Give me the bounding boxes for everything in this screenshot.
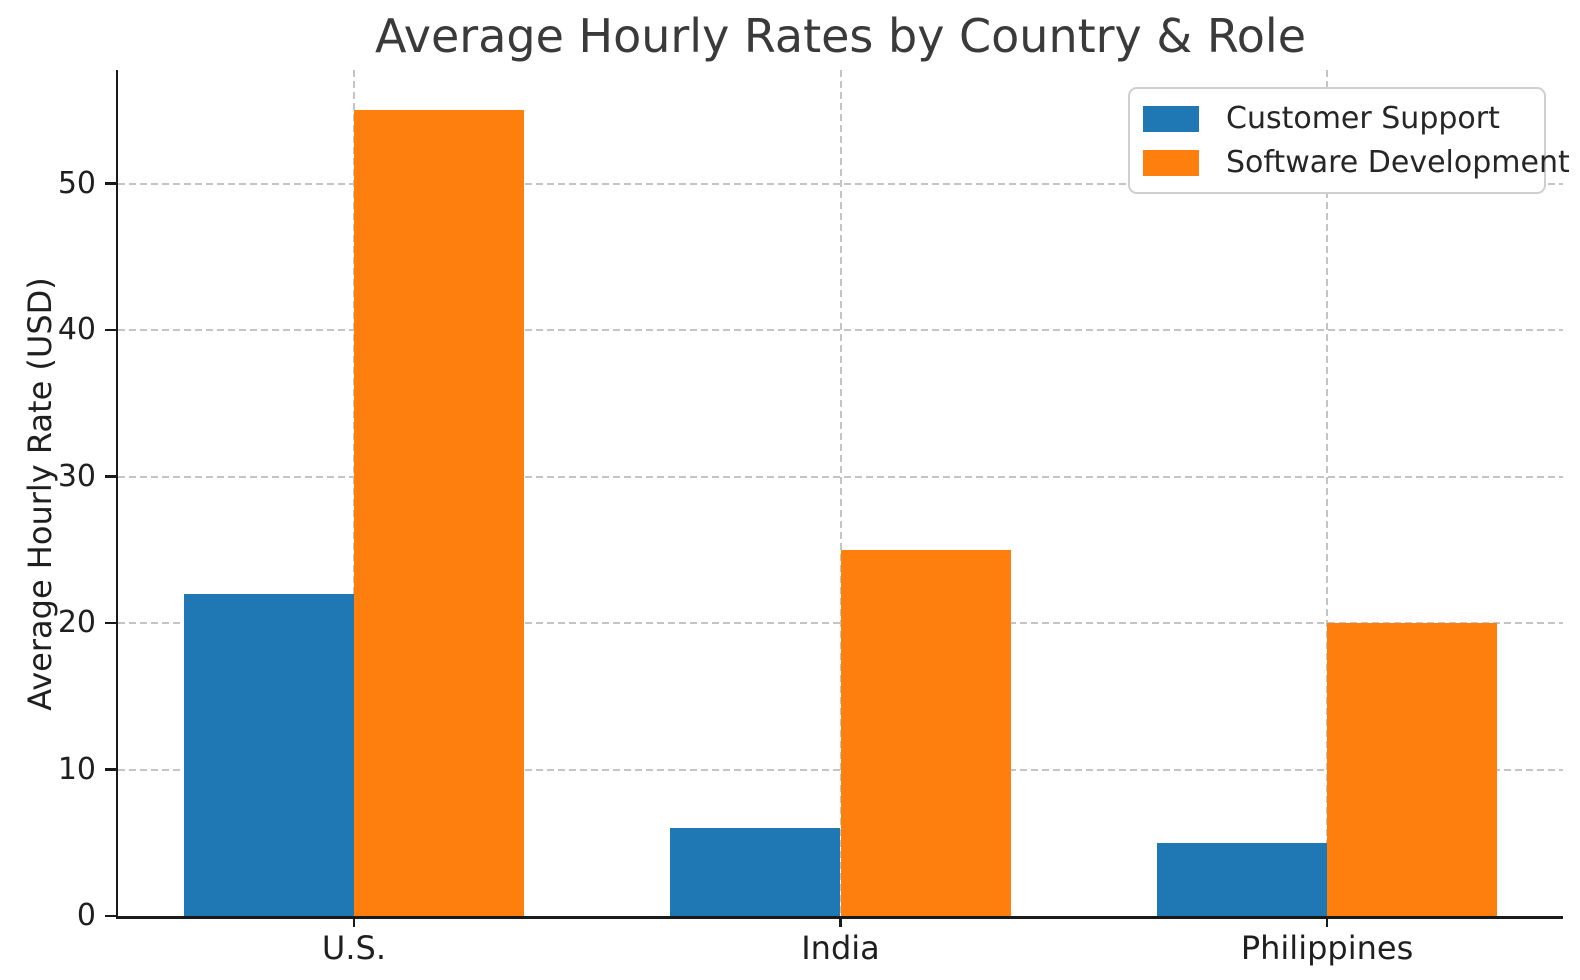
chart-title: Average Hourly Rates by Country & Role: [374, 9, 1307, 63]
y-tick-label: 10: [57, 751, 96, 787]
legend-swatch-customer-support: [1143, 105, 1199, 132]
vertical-gridline: [1326, 70, 1329, 916]
bar-software-development-philippines: [1327, 623, 1498, 916]
legend-item-customer-support: Customer Support: [1143, 101, 1530, 136]
y-tick-mark: [104, 621, 116, 625]
bar-customer-support-india: [670, 828, 841, 916]
vertical-gridline: [839, 70, 842, 916]
legend-swatch-software-development: [1143, 149, 1199, 176]
legend-item-software-development: Software Development: [1143, 145, 1570, 180]
legend-label: Customer Support: [1226, 101, 1500, 136]
legend-label: Software Development: [1226, 145, 1570, 180]
y-tick-label: 40: [57, 312, 96, 348]
y-tick-label: 30: [57, 458, 96, 494]
legend: Customer Support Software Development: [1128, 87, 1570, 194]
y-tick-mark: [104, 182, 116, 185]
x-tick-mark: [839, 918, 842, 927]
x-tick-mark: [352, 918, 356, 927]
y-tick-label: 0: [76, 898, 96, 933]
bar-software-development-u-s: [353, 110, 525, 916]
x-tick-label-india: India: [801, 929, 880, 967]
y-tick-mark: [104, 768, 116, 771]
y-tick-mark: [104, 475, 116, 478]
x-axis-spine: [115, 916, 1563, 919]
y-tick-label: 50: [57, 165, 96, 201]
bar-software-development-india: [840, 549, 1011, 916]
bar-customer-support-philippines: [1156, 842, 1328, 916]
y-tick-label: 20: [57, 605, 96, 640]
x-tick-label-u-s: U.S.: [321, 929, 386, 967]
y-axis-spine: [115, 70, 118, 919]
y-tick-mark: [104, 328, 116, 332]
bar-customer-support-u-s: [183, 593, 354, 916]
x-tick-label-philippines: Philippines: [1240, 929, 1414, 967]
x-tick-mark: [1325, 918, 1329, 927]
y-tick-mark: [104, 914, 116, 918]
